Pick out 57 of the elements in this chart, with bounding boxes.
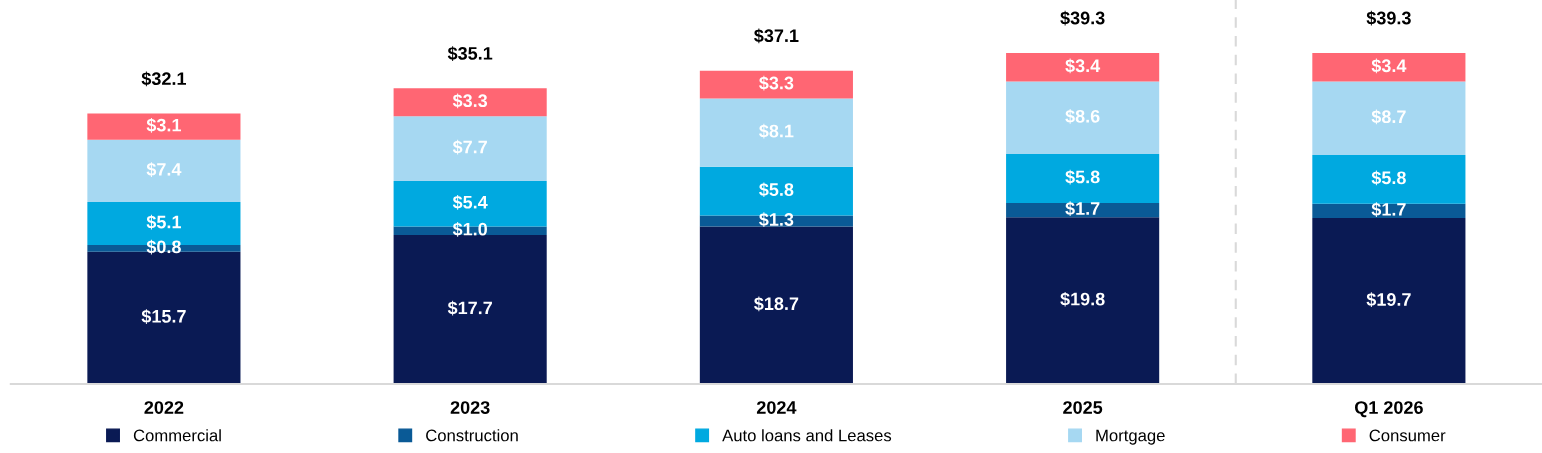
total-label: $35.1 bbox=[447, 46, 493, 61]
data-label: $3.1 bbox=[146, 117, 181, 133]
legend-label: Auto loans and Leases bbox=[722, 429, 892, 442]
x-tick-label: 2025 bbox=[1063, 401, 1103, 414]
data-label: $3.3 bbox=[452, 93, 488, 109]
legend-label: Commercial bbox=[133, 429, 221, 442]
data-label: $8.1 bbox=[759, 123, 794, 139]
data-label: $5.8 bbox=[1065, 169, 1100, 185]
data-label: $1.0 bbox=[452, 221, 487, 237]
data-label: $1.7 bbox=[1371, 202, 1406, 217]
data-label: $3.4 bbox=[1371, 58, 1407, 74]
bar bbox=[1006, 202, 1160, 218]
bar bbox=[699, 98, 853, 167]
data-label: $19.8 bbox=[1060, 291, 1105, 307]
data-label: $15.7 bbox=[141, 309, 186, 324]
bar bbox=[1312, 154, 1466, 204]
data-label: $5.8 bbox=[1371, 170, 1406, 186]
data-label: $8.7 bbox=[1371, 109, 1406, 125]
data-label: $19.7 bbox=[1366, 292, 1411, 308]
bar bbox=[393, 88, 547, 117]
bar bbox=[699, 70, 853, 99]
bar bbox=[87, 139, 241, 203]
bar bbox=[1006, 52, 1160, 82]
legend-label: Construction bbox=[426, 429, 518, 442]
bar bbox=[1312, 52, 1466, 82]
legend-label: Mortgage bbox=[1096, 429, 1165, 445]
data-label: $18.7 bbox=[754, 296, 799, 312]
x-tick-label: 2023 bbox=[450, 401, 490, 414]
bar bbox=[1312, 81, 1466, 155]
total-label: $39.3 bbox=[1060, 10, 1105, 26]
total-label: $39.3 bbox=[1366, 10, 1411, 26]
data-label: $7.4 bbox=[146, 162, 182, 177]
data-label: $17.7 bbox=[447, 300, 492, 316]
x-tick-label: Q1 2026 bbox=[1354, 401, 1423, 418]
bar bbox=[699, 226, 853, 384]
data-label: $1.7 bbox=[1065, 201, 1100, 217]
bar bbox=[1312, 218, 1466, 384]
data-label: $7.7 bbox=[452, 139, 487, 155]
bar bbox=[1006, 217, 1160, 384]
bar bbox=[1006, 81, 1160, 155]
bar bbox=[393, 116, 547, 181]
total-label: $37.1 bbox=[754, 28, 799, 44]
bar bbox=[87, 113, 241, 140]
data-label: $5.8 bbox=[759, 182, 794, 198]
total-label: $32.1 bbox=[141, 71, 187, 87]
data-label: $3.4 bbox=[1065, 58, 1101, 74]
x-tick-label: 2024 bbox=[756, 401, 797, 414]
data-label: $8.6 bbox=[1065, 109, 1100, 124]
data-label: $5.4 bbox=[452, 195, 488, 210]
bar bbox=[1006, 154, 1160, 203]
data-label: $3.3 bbox=[759, 75, 794, 91]
data-label: $5.1 bbox=[146, 214, 181, 230]
data-label: $0.8 bbox=[146, 239, 181, 255]
legend-label: Consumer bbox=[1369, 429, 1446, 442]
bar bbox=[1312, 203, 1466, 219]
x-tick-label: 2022 bbox=[144, 401, 184, 414]
data-label: $1.3 bbox=[759, 212, 794, 228]
